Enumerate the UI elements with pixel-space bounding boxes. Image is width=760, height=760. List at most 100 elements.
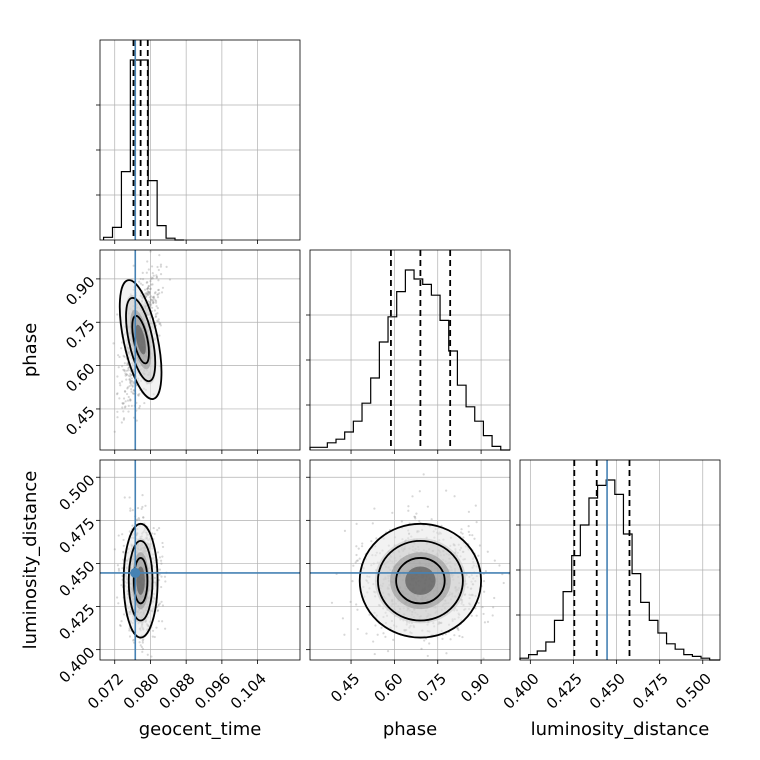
sample-point	[126, 399, 130, 402]
panel-frame	[309, 459, 511, 661]
sample-point	[117, 567, 120, 570]
sample-point	[156, 265, 159, 269]
sample-point	[141, 283, 144, 287]
sample-point	[125, 369, 128, 372]
sample-point	[400, 520, 403, 523]
sample-point	[355, 522, 358, 525]
y-tick-label: 0.425	[55, 600, 98, 643]
sample-point	[131, 524, 134, 527]
sample-point	[343, 529, 347, 533]
contour-line	[132, 557, 149, 605]
sample-point	[493, 559, 496, 562]
sample-point	[125, 373, 128, 376]
sample-point	[157, 620, 160, 623]
hist-panel-luminosity_distance	[516, 459, 721, 661]
y-axis-label: luminosity_distance	[20, 471, 41, 650]
sample-point	[120, 347, 123, 350]
sample-point	[477, 601, 480, 605]
sample-point	[141, 639, 144, 642]
sample-point	[120, 421, 123, 424]
sample-point	[117, 569, 121, 572]
sample-point	[148, 287, 152, 291]
sample-point	[422, 473, 425, 476]
sample-point	[154, 291, 157, 294]
gridlines	[520, 460, 720, 660]
sample-point	[154, 315, 158, 318]
sample-point	[428, 642, 431, 645]
sample-point	[122, 538, 125, 542]
sample-point	[493, 596, 496, 600]
sample-point	[156, 307, 159, 310]
sample-point	[141, 641, 144, 644]
sample-point	[470, 614, 473, 617]
sample-point	[161, 286, 165, 289]
panel-frame	[99, 459, 301, 661]
contour-line	[395, 557, 446, 605]
sample-point	[138, 392, 141, 396]
sample-point	[145, 271, 148, 274]
sample-point	[144, 292, 147, 295]
sample-point	[413, 515, 417, 519]
sample-point	[116, 375, 119, 378]
sample-point	[163, 575, 167, 578]
sample-point	[152, 301, 155, 304]
sample-point	[161, 541, 164, 545]
sample-point	[148, 296, 151, 299]
contour-line	[127, 539, 154, 622]
sample-point	[153, 292, 157, 295]
sample-point	[150, 295, 153, 298]
hist-panel-phase	[306, 249, 511, 451]
sample-point	[123, 369, 126, 372]
sample-point	[386, 650, 390, 653]
sample-point	[168, 278, 172, 281]
sample-point	[141, 271, 144, 274]
sample-point	[121, 567, 124, 570]
sample-point	[418, 519, 421, 523]
sample-point	[407, 509, 410, 512]
sample-point	[150, 265, 154, 268]
sample-point	[124, 374, 127, 377]
sample-point	[156, 319, 159, 322]
sample-point	[113, 548, 116, 551]
sample-point	[123, 355, 126, 358]
x-axis-label: luminosity_distance	[531, 719, 710, 740]
sample-point	[391, 511, 394, 514]
sample-point	[156, 295, 160, 299]
sample-point	[453, 495, 456, 498]
sample-point	[112, 342, 115, 345]
sample-point	[145, 294, 148, 297]
x-tick-label: 0.400	[500, 670, 543, 713]
sample-point	[158, 578, 161, 582]
sample-point	[150, 277, 153, 281]
sample-point	[392, 638, 395, 642]
sample-point	[141, 505, 144, 509]
sample-point	[117, 534, 120, 537]
sample-point	[121, 402, 125, 405]
sample-point	[132, 381, 135, 384]
x-axis-luminosity_distance: 0.400 0.425 0.450 0.475 0.500 luminosity_dist…	[500, 660, 715, 740]
sample-point	[122, 402, 125, 405]
sample-point	[373, 652, 376, 656]
sample-point	[151, 635, 154, 638]
sample-point	[161, 604, 165, 607]
sample-point	[129, 380, 132, 383]
sample-point	[144, 288, 147, 291]
x-tick-label: 0.475	[629, 670, 672, 713]
contour-line	[377, 539, 464, 622]
sample-point	[138, 406, 141, 410]
sample-point	[475, 521, 478, 524]
sample-point	[118, 355, 121, 359]
sample-point	[139, 277, 142, 281]
sample-point	[136, 506, 140, 510]
sample-point	[131, 385, 134, 388]
sample-point	[139, 282, 142, 285]
sample-point	[122, 397, 126, 400]
sample-point	[164, 580, 167, 583]
y-axis-label: phase	[20, 323, 41, 377]
sample-point	[461, 635, 464, 639]
sample-point	[484, 570, 487, 573]
sample-point	[130, 404, 133, 407]
sample-point	[502, 581, 505, 585]
sample-point	[352, 564, 355, 567]
